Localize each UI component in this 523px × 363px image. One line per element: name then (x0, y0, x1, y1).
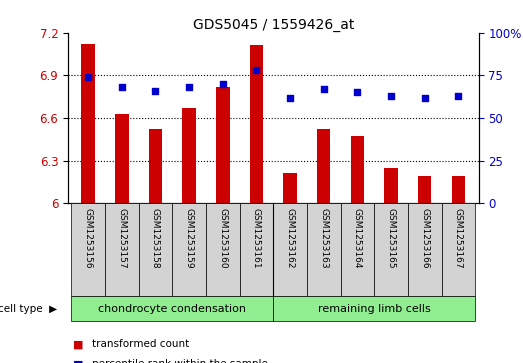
Text: ■: ■ (73, 339, 84, 350)
Text: GSM1253161: GSM1253161 (252, 208, 261, 269)
Text: GSM1253158: GSM1253158 (151, 208, 160, 269)
Text: remaining limb cells: remaining limb cells (318, 303, 430, 314)
Bar (82, 44, 95, 203)
Text: GSM1253156: GSM1253156 (84, 208, 93, 269)
Bar (183, 108, 196, 203)
Point (286, 95, 294, 101)
Bar (274, 203, 307, 296)
Bar (71, 203, 105, 296)
Bar (340, 203, 374, 296)
Text: GSM1253162: GSM1253162 (286, 208, 294, 268)
Point (387, 93, 395, 99)
Bar (452, 176, 465, 203)
Text: percentile rank within the sample: percentile rank within the sample (92, 359, 267, 363)
Text: GSM1253164: GSM1253164 (353, 208, 362, 268)
Text: GSM1253167: GSM1253167 (454, 208, 463, 269)
Text: cell type  ▶: cell type ▶ (0, 303, 58, 314)
Bar (206, 203, 240, 296)
Text: GSM1253159: GSM1253159 (185, 208, 194, 269)
Point (353, 90, 361, 95)
Bar (307, 203, 340, 296)
Bar (283, 174, 297, 203)
Text: GSM1253163: GSM1253163 (319, 208, 328, 269)
Bar (418, 176, 431, 203)
Title: GDS5045 / 1559426_at: GDS5045 / 1559426_at (192, 18, 354, 32)
Text: chondrocyte condensation: chondrocyte condensation (98, 303, 246, 314)
Point (151, 88, 160, 94)
Text: GSM1253165: GSM1253165 (386, 208, 395, 269)
Bar (408, 203, 441, 296)
Text: GSM1253160: GSM1253160 (218, 208, 228, 269)
Bar (71, 296, 274, 321)
Point (454, 93, 462, 99)
Bar (105, 203, 139, 296)
Bar (374, 203, 408, 296)
Bar (350, 136, 364, 203)
Bar (115, 114, 129, 203)
Point (84, 74, 93, 80)
Text: transformed count: transformed count (92, 339, 189, 350)
Bar (149, 129, 162, 203)
Text: GSM1253166: GSM1253166 (420, 208, 429, 269)
Bar (384, 168, 398, 203)
Point (185, 84, 194, 90)
Bar (216, 87, 230, 203)
Bar (274, 296, 475, 321)
Bar (249, 45, 263, 203)
Point (219, 81, 227, 87)
Point (320, 86, 328, 92)
Bar (317, 129, 331, 203)
Bar (240, 203, 274, 296)
Point (118, 84, 126, 90)
Point (252, 67, 260, 73)
Bar (139, 203, 172, 296)
Point (420, 95, 429, 101)
Text: ■: ■ (73, 359, 84, 363)
Text: GSM1253157: GSM1253157 (117, 208, 127, 269)
Bar (172, 203, 206, 296)
Bar (441, 203, 475, 296)
